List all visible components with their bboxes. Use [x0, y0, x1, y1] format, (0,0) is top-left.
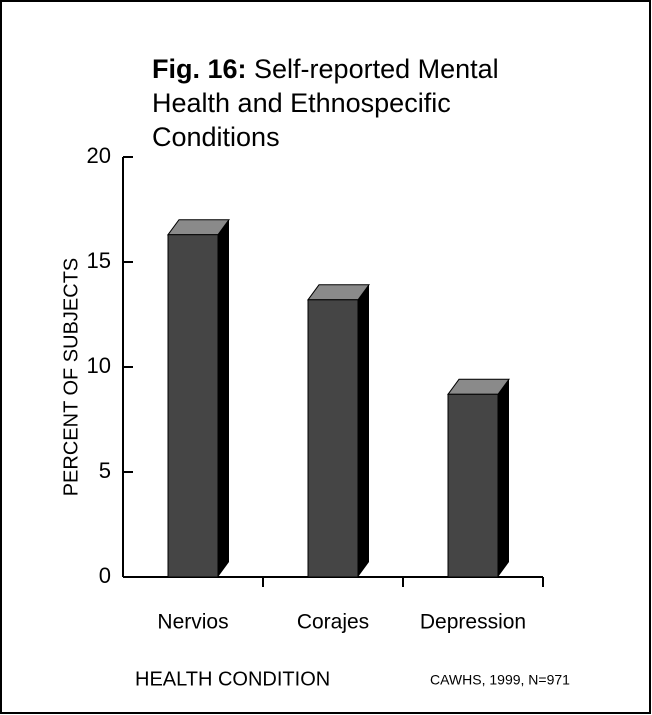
y-tick-label: 10 — [87, 353, 111, 378]
y-tick-label: 0 — [99, 563, 111, 588]
bar-top — [307, 284, 370, 301]
y-tick-label: 20 — [87, 143, 111, 168]
bar-top — [167, 219, 230, 236]
x-tick-label: Nervios — [157, 611, 228, 634]
bar — [307, 299, 359, 578]
y-axis-label: PERCENT OF SUBJECTS — [60, 258, 82, 497]
x-tick-label: Corajes — [297, 611, 369, 634]
bar — [167, 234, 219, 578]
source: CAWHS, 1999, N=971 — [430, 672, 570, 688]
x-axis-label: HEALTH CONDITION — [135, 668, 330, 690]
x-tick-label: Depression — [420, 611, 526, 634]
y-tick-label: 5 — [99, 458, 111, 483]
y-tick-label: 15 — [87, 248, 111, 273]
title-text: Self-reported Mental Health and Ethnospe… — [152, 54, 499, 152]
bar-top — [447, 378, 510, 395]
figure-label: Fig. 16: — [152, 54, 247, 84]
bar-side — [218, 219, 229, 577]
bar-side — [358, 284, 369, 577]
chart-title: Fig. 16: Self-reported Mental Health and… — [152, 52, 572, 154]
bar — [447, 393, 499, 578]
bar-side — [498, 379, 509, 577]
